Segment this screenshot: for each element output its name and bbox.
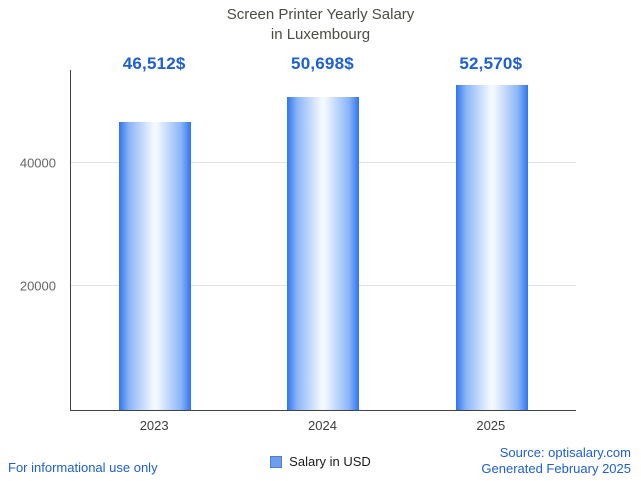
x-tick-label: 2024 bbox=[308, 418, 337, 433]
disclaimer-text: For informational use only bbox=[8, 460, 158, 475]
x-axis-labels: 2023 2024 2025 bbox=[70, 418, 575, 433]
legend: Salary in USD bbox=[0, 454, 641, 469]
bars-container bbox=[71, 70, 576, 410]
x-tick-label: 2023 bbox=[139, 418, 169, 433]
bar bbox=[287, 96, 360, 410]
x-tick-label: 2025 bbox=[476, 418, 506, 433]
y-axis-ticks: 40000 20000 bbox=[0, 70, 62, 410]
legend-swatch-icon bbox=[270, 455, 283, 468]
chart-title-line2: in Luxembourg bbox=[270, 26, 371, 44]
chart-title: Screen Printer Yearly Salary in Luxembou… bbox=[0, 5, 641, 46]
bar-value-labels: 46,512$ 50,698$ 52,570$ bbox=[70, 54, 575, 74]
generated-date: Generated February 2025 bbox=[481, 460, 631, 476]
legend-label: Salary in USD bbox=[289, 454, 371, 469]
source-link[interactable]: Source: optisalary.com bbox=[499, 444, 631, 460]
source-block: Source: optisalary.com Generated Februar… bbox=[481, 445, 631, 478]
bar-value-label: 46,512$ bbox=[122, 54, 186, 73]
y-tick-label: 40000 bbox=[19, 155, 56, 171]
bar bbox=[455, 85, 528, 410]
bar-value-label: 50,698$ bbox=[291, 54, 354, 73]
chart-title-line1: Screen Printer Yearly Salary bbox=[226, 6, 415, 23]
bar bbox=[119, 122, 192, 410]
bar-value-label: 52,570$ bbox=[459, 54, 523, 73]
plot-area bbox=[70, 70, 576, 411]
y-tick-label: 20000 bbox=[19, 278, 56, 294]
